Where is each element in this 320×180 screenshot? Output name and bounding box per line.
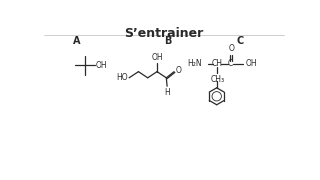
Text: S’entrainer: S’entrainer (124, 27, 204, 40)
Text: C: C (236, 36, 244, 46)
Text: O: O (228, 44, 234, 53)
Text: HO: HO (117, 73, 128, 82)
Text: H: H (164, 88, 170, 97)
Text: C: C (228, 59, 233, 68)
Text: OH: OH (245, 59, 257, 68)
Text: CH: CH (211, 59, 222, 68)
Text: CH₃: CH₃ (211, 75, 225, 84)
Text: OH: OH (96, 61, 108, 70)
Text: O: O (176, 66, 181, 75)
Text: B: B (164, 36, 172, 46)
Text: OH: OH (151, 53, 163, 62)
Text: A: A (74, 36, 81, 46)
Text: H₂N: H₂N (187, 59, 202, 68)
